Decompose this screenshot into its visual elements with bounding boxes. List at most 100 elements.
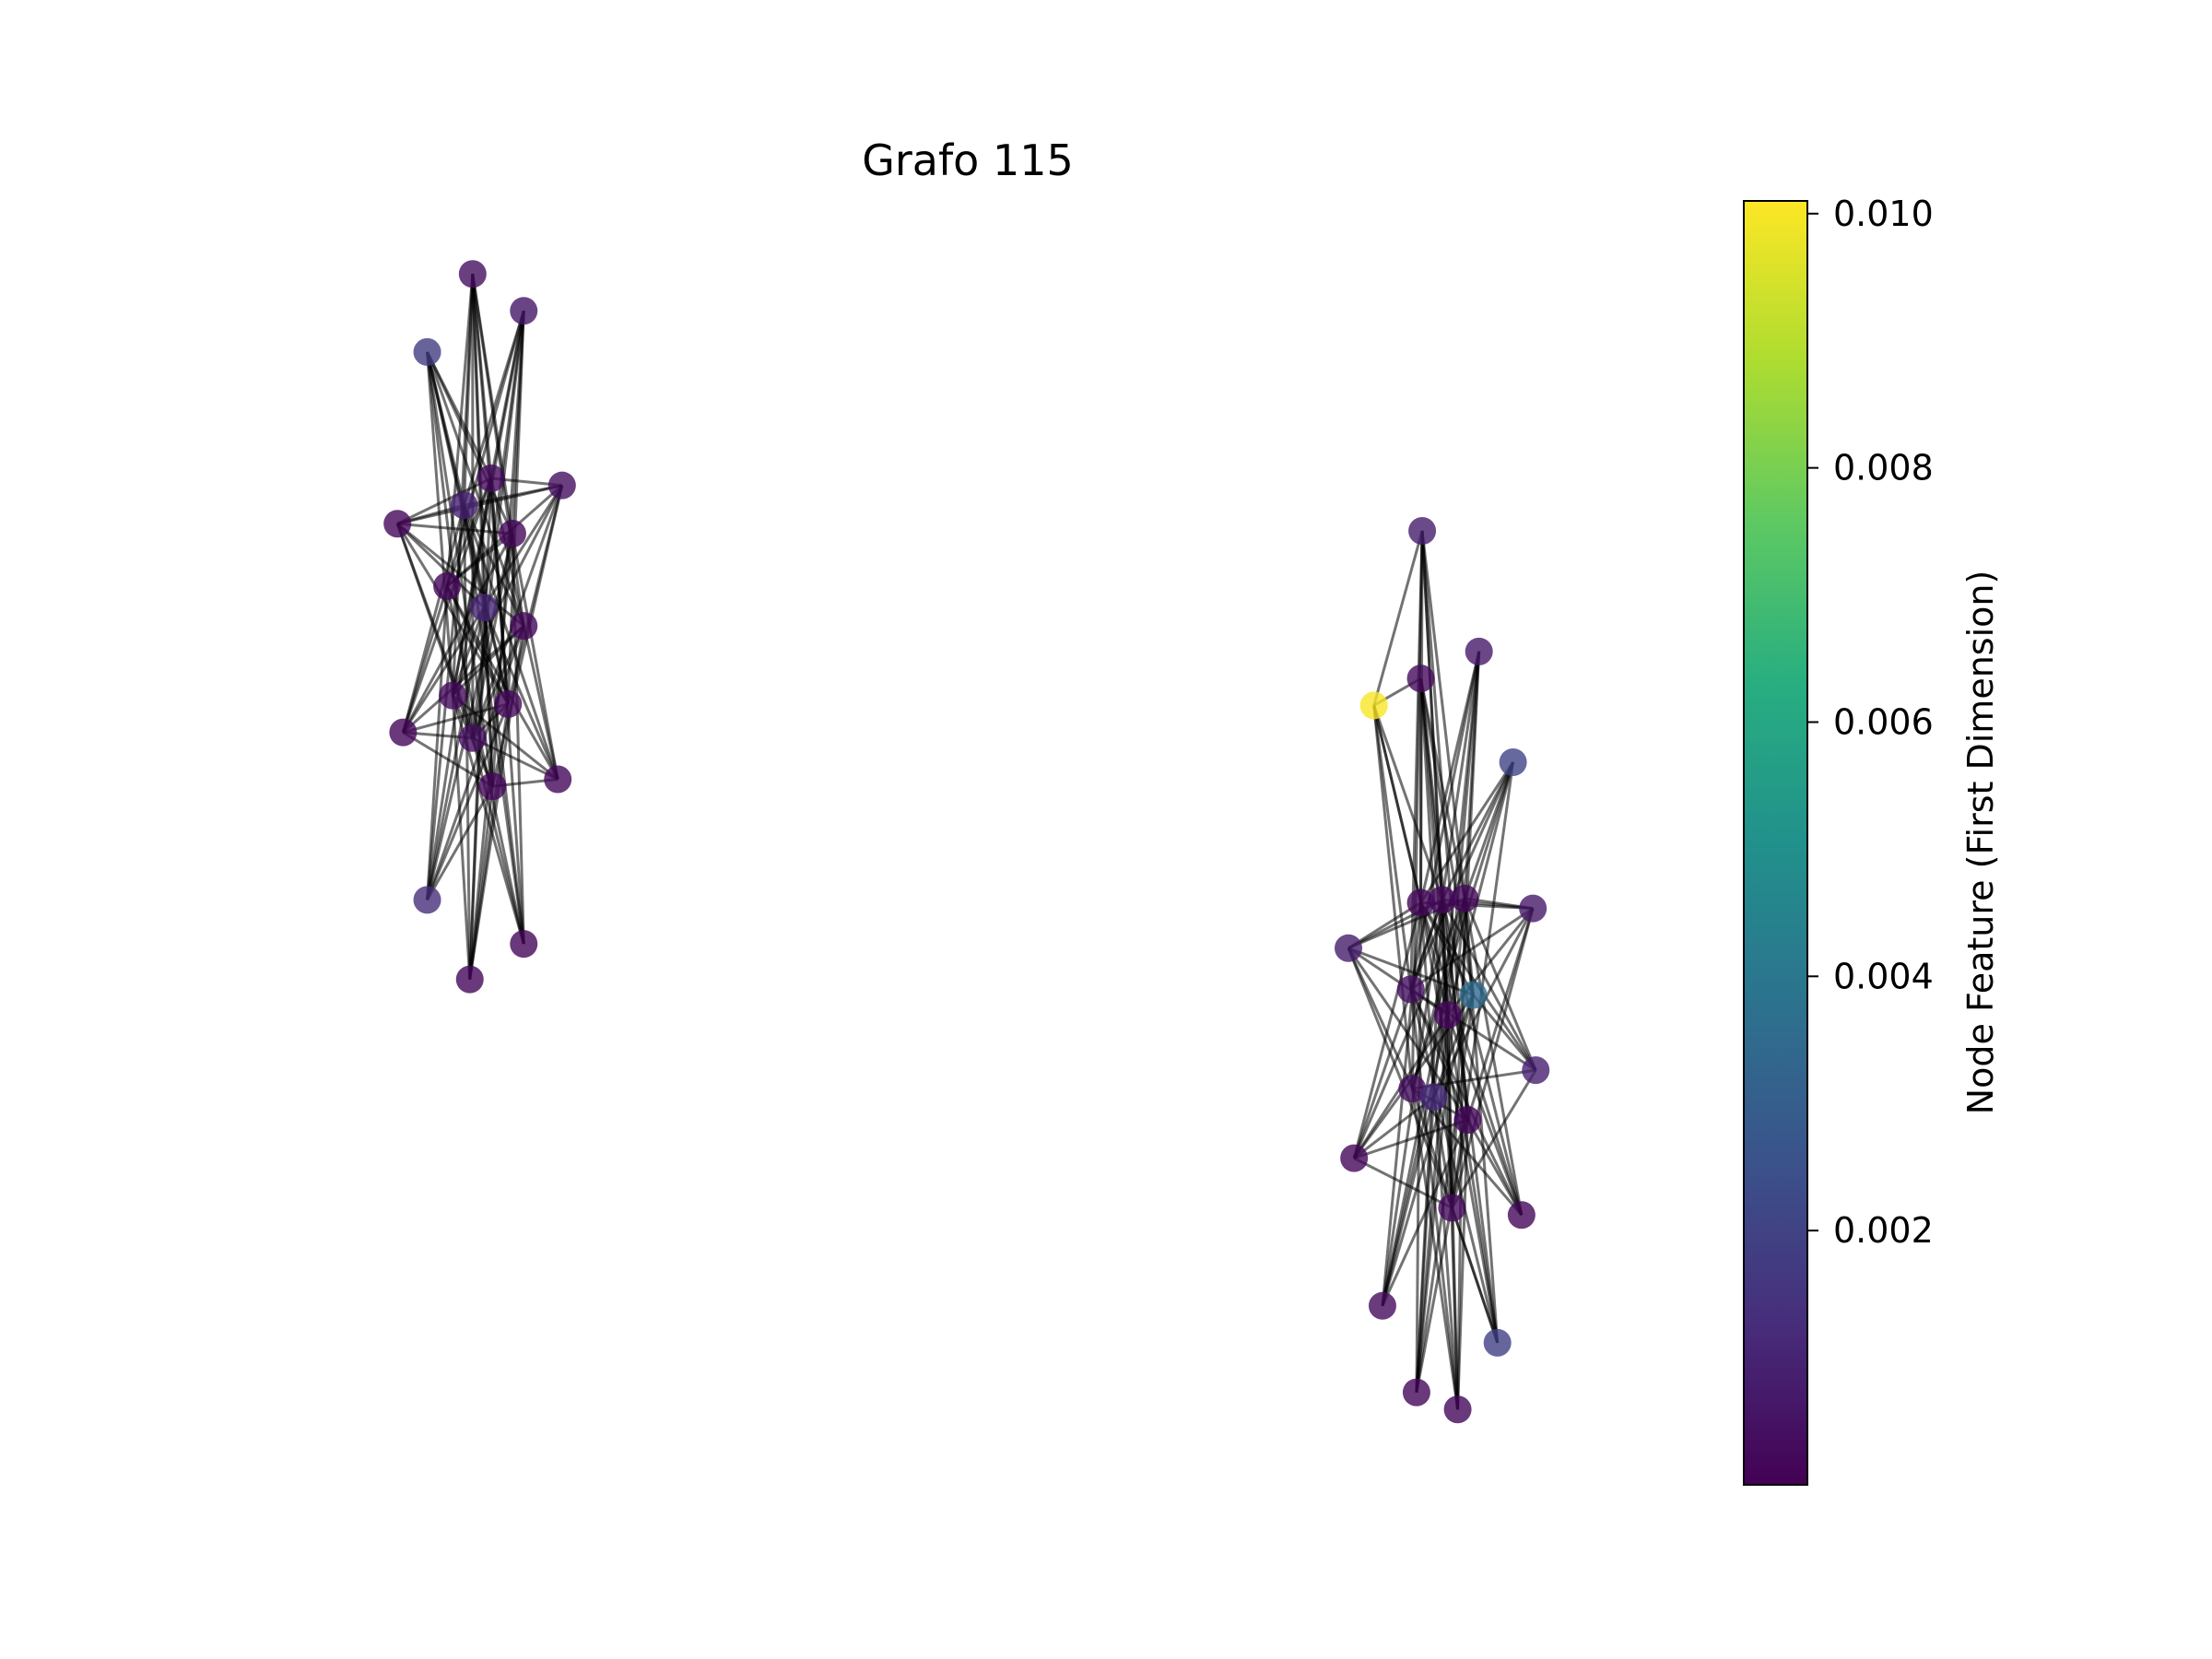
graph-node (413, 886, 441, 914)
graph-node (498, 520, 526, 548)
graph-node (1340, 1144, 1369, 1172)
graph-edge (1372, 705, 1413, 990)
graph-edge (1463, 898, 1537, 1071)
graph-node (450, 491, 478, 520)
graph-node (1359, 691, 1388, 720)
graph-node (383, 510, 412, 538)
graph-edge (482, 606, 559, 781)
graph-edge (1381, 902, 1423, 1306)
graph-edge (426, 625, 525, 900)
graph-edge (1420, 530, 1466, 899)
graph-node (455, 965, 484, 994)
graph-edge (511, 533, 525, 945)
graph-edge (468, 607, 486, 980)
graph-edge (1352, 902, 1422, 1159)
graph-node (1465, 637, 1493, 665)
colorbar-label: Node Feature (First Dimension) (1960, 571, 2001, 1115)
colorbar-tick-label: 0.008 (1833, 448, 1934, 488)
graph-edge (472, 736, 559, 781)
graph-node (458, 724, 487, 752)
graph-node (1428, 886, 1456, 914)
graph-edge (451, 477, 493, 696)
colorbar-tick-label: 0.004 (1833, 956, 1934, 996)
graph-edge (451, 695, 472, 980)
colorbar-ticks: 0.010 0.008 0.006 0.004 0.002 (1807, 194, 1934, 1251)
graph-edge (1463, 898, 1476, 995)
graph-node (470, 594, 499, 622)
graph-node (413, 337, 441, 366)
graph-edge (426, 585, 449, 900)
graph-node (1453, 1106, 1482, 1135)
graph-node (1368, 1291, 1396, 1320)
graph-node (1483, 1328, 1512, 1357)
graph-node (1522, 1056, 1550, 1085)
graph-edge (468, 785, 494, 980)
graph-edge (1409, 989, 1460, 1410)
graph-edge (1441, 900, 1450, 1016)
graph-edge (452, 625, 525, 697)
colorbar-tick-label: 0.006 (1833, 701, 1934, 742)
graph-edge (482, 484, 564, 608)
graph-node (439, 681, 467, 710)
graph-node (1398, 1075, 1427, 1103)
graph-edge (1466, 1119, 1524, 1216)
graph-edge (1431, 1097, 1453, 1208)
graph-node (1451, 884, 1479, 912)
graph-edge (401, 585, 449, 734)
graph-node (494, 689, 523, 718)
graph-node (458, 260, 487, 288)
graph-edge (1410, 1088, 1460, 1410)
graph-edge (451, 606, 486, 697)
edges-layer (395, 273, 1537, 1410)
graph-edge (396, 477, 492, 525)
graph-edge (445, 585, 525, 945)
graph-edge (1415, 1119, 1469, 1394)
graph-edge (1381, 1097, 1435, 1307)
graph-edge (511, 533, 559, 780)
graph-edge (1419, 761, 1514, 904)
graph-node (1335, 934, 1362, 962)
colorbar: 0.010 0.008 0.006 0.004 0.002 Node Feature (… (1743, 194, 2001, 1486)
graph-edge (1410, 898, 1466, 1089)
graph-edge (1446, 1014, 1500, 1344)
graph-edge (397, 522, 513, 535)
graph-node (1443, 1395, 1472, 1424)
graph-node (510, 930, 538, 959)
graph-node (1408, 516, 1437, 545)
graph-node (1419, 1083, 1448, 1112)
graph-node (1402, 1378, 1430, 1406)
graph-node (1499, 747, 1527, 776)
graph-edge (1456, 898, 1466, 1410)
graph-edge (482, 606, 525, 945)
graph-edge (1409, 988, 1469, 1121)
graph-edge (1372, 530, 1424, 706)
graph-edge (1441, 899, 1524, 1216)
colorbar-tick-label: 0.002 (1833, 1210, 1934, 1251)
graph-node (544, 765, 572, 794)
graph-edge (471, 533, 514, 739)
graph-edge (426, 351, 454, 696)
graph-node (1438, 1194, 1466, 1222)
graph-edge (471, 737, 525, 945)
graph-edge (1372, 705, 1450, 1016)
graph-edge (482, 607, 494, 787)
graph-node (1406, 665, 1435, 693)
graph-node (510, 297, 538, 325)
graph-node (1396, 975, 1425, 1004)
graph-node (547, 471, 576, 500)
colorbar-tick-label: 0.010 (1833, 194, 1934, 234)
graph-node (478, 772, 507, 801)
graph-edge (463, 504, 525, 627)
graph-edge (426, 351, 514, 535)
graph-edge (1456, 1120, 1469, 1410)
graph-node (389, 718, 418, 747)
graph-edge (1372, 704, 1444, 900)
graph-edge (1409, 899, 1444, 990)
graph-edge (1463, 898, 1524, 1216)
graph-edge (471, 625, 525, 739)
graph-edge (446, 532, 513, 588)
graph-node (1519, 894, 1547, 923)
graph-edge (426, 785, 494, 901)
graph-edge (1415, 1097, 1435, 1393)
